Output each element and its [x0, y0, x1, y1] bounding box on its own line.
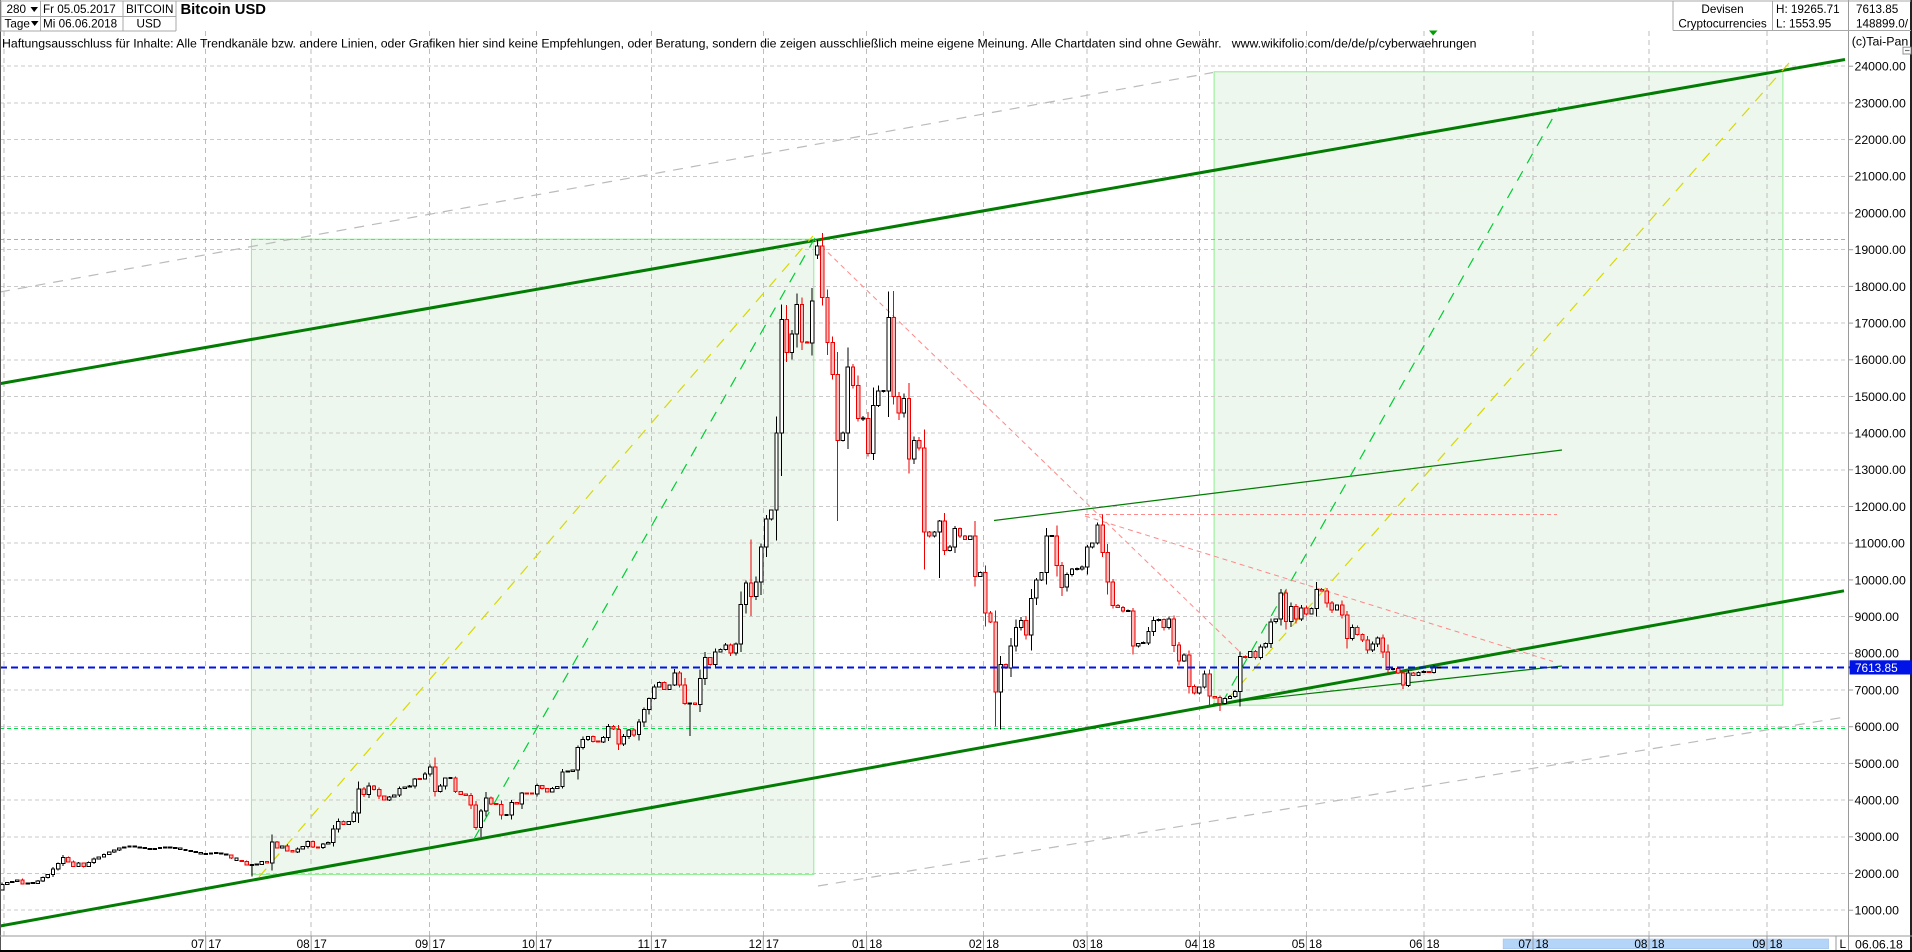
svg-text:7000.00: 7000.00	[1855, 683, 1900, 697]
svg-text:1000.00: 1000.00	[1855, 904, 1900, 918]
svg-text:14000.00: 14000.00	[1855, 427, 1906, 441]
svg-text:01: 01	[852, 937, 865, 951]
svg-text:11: 11	[638, 937, 650, 951]
svg-text:H: 19265.71: H: 19265.71	[1776, 3, 1840, 16]
svg-text:12000.00: 12000.00	[1855, 500, 1906, 514]
svg-text:20000.00: 20000.00	[1855, 206, 1906, 220]
svg-text:(c)Tai-Pan: (c)Tai-Pan	[1852, 34, 1909, 48]
svg-text:06.06.18: 06.06.18	[1855, 937, 1903, 951]
svg-text:17: 17	[314, 937, 327, 951]
svg-text:06: 06	[1409, 937, 1423, 951]
svg-text:148899.0/: 148899.0/	[1856, 18, 1909, 31]
svg-text:18: 18	[1090, 937, 1104, 951]
svg-text:6000.00: 6000.00	[1855, 720, 1900, 734]
svg-text:Bitcoin USD: Bitcoin USD	[181, 2, 267, 18]
svg-text:7613.85: 7613.85	[1856, 3, 1899, 16]
svg-text:17: 17	[654, 937, 667, 951]
svg-text:17: 17	[766, 937, 779, 951]
svg-text:18: 18	[1309, 937, 1323, 951]
svg-text:09: 09	[415, 937, 428, 951]
svg-text:7613.85: 7613.85	[1855, 661, 1898, 675]
svg-text:4000.00: 4000.00	[1855, 794, 1900, 808]
svg-text:3000.00: 3000.00	[1855, 830, 1900, 844]
svg-text:09: 09	[1752, 937, 1765, 951]
svg-text:USD: USD	[137, 18, 162, 31]
svg-text:02: 02	[969, 937, 982, 951]
svg-text:18: 18	[869, 937, 883, 951]
svg-text:Haftungsausschluss für Inhalte: Haftungsausschluss für Inhalte: Alle Tre…	[2, 36, 1477, 50]
svg-text:08: 08	[297, 937, 311, 951]
svg-text:L: L	[1840, 937, 1847, 951]
svg-text:23000.00: 23000.00	[1855, 96, 1906, 110]
svg-text:12: 12	[749, 937, 762, 951]
svg-text:L: 1553.95: L: 1553.95	[1776, 18, 1832, 31]
svg-text:18: 18	[1427, 937, 1441, 951]
svg-text:8000.00: 8000.00	[1855, 647, 1900, 661]
svg-text:Mi 06.06.2018: Mi 06.06.2018	[43, 18, 117, 31]
svg-text:18: 18	[1536, 937, 1550, 951]
svg-text:15000.00: 15000.00	[1855, 390, 1906, 404]
svg-text:Tage: Tage	[5, 18, 30, 31]
svg-text:18000.00: 18000.00	[1855, 280, 1906, 294]
svg-text:5000.00: 5000.00	[1855, 757, 1900, 771]
svg-text:17: 17	[208, 937, 221, 951]
svg-text:05: 05	[1292, 937, 1306, 951]
svg-text:10000.00: 10000.00	[1855, 573, 1906, 587]
svg-text:2000.00: 2000.00	[1855, 867, 1900, 881]
svg-text:18: 18	[1652, 937, 1666, 951]
svg-text:11000.00: 11000.00	[1855, 537, 1906, 551]
svg-text:17: 17	[539, 937, 552, 951]
svg-text:BITCOIN: BITCOIN	[126, 3, 173, 16]
svg-text:21000.00: 21000.00	[1855, 170, 1906, 184]
svg-text:17000.00: 17000.00	[1855, 317, 1906, 331]
svg-text:19000.00: 19000.00	[1855, 243, 1906, 257]
svg-text:17: 17	[432, 937, 445, 951]
svg-text:10: 10	[522, 937, 536, 951]
svg-text:18: 18	[986, 937, 1000, 951]
svg-text:280: 280	[7, 3, 27, 16]
svg-text:24000.00: 24000.00	[1855, 60, 1906, 74]
svg-text:9000.00: 9000.00	[1855, 610, 1900, 624]
svg-text:Devisen: Devisen	[1701, 3, 1743, 16]
svg-text:18: 18	[1770, 937, 1784, 951]
svg-text:08: 08	[1634, 937, 1648, 951]
svg-text:22000.00: 22000.00	[1855, 133, 1906, 147]
svg-text:Cryptocurrencies: Cryptocurrencies	[1678, 18, 1766, 31]
svg-text:16000.00: 16000.00	[1855, 353, 1906, 367]
svg-text:07: 07	[1518, 937, 1531, 951]
svg-text:13000.00: 13000.00	[1855, 463, 1906, 477]
svg-text:18: 18	[1202, 937, 1216, 951]
svg-text:Fr 05.05.2017: Fr 05.05.2017	[43, 3, 116, 16]
svg-text:04: 04	[1185, 937, 1199, 951]
svg-text:07: 07	[191, 937, 204, 951]
svg-text:03: 03	[1073, 937, 1087, 951]
